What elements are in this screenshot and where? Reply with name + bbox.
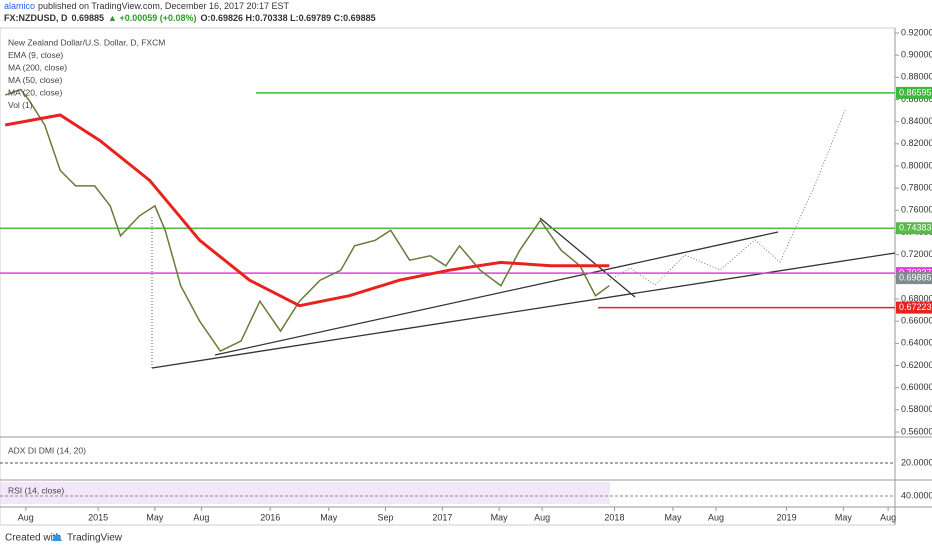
- panel-tick: 40.0000: [901, 490, 932, 500]
- y-tick-label: 0.68000: [901, 293, 932, 303]
- symbol: FX:NZDUSD, D: [4, 13, 68, 23]
- last: 0.69885: [72, 13, 105, 23]
- legend-entry: Vol (1): [8, 100, 33, 110]
- x-tick-label: Aug: [18, 512, 34, 522]
- y-tick-label: 0.76000: [901, 205, 932, 215]
- y-tick-label: 0.72000: [901, 249, 932, 259]
- y-tick-label: 0.78000: [901, 183, 932, 193]
- change: ▲ +0.00059 (+0.08%): [108, 13, 196, 23]
- legend-entry: MA (50, close): [8, 75, 62, 85]
- y-tick-label: 0.92000: [901, 27, 932, 37]
- y-tick-label: 0.60000: [901, 382, 932, 392]
- rsi-band: [0, 482, 610, 504]
- footer-created: Created with: [5, 533, 61, 544]
- level-tag: [896, 272, 932, 285]
- y-tick-label: 0.56000: [901, 426, 932, 436]
- legend-entry: New Zealand Dollar/U.S. Dollar, D, FXCM: [8, 37, 165, 47]
- y-tick-label: 0.64000: [901, 338, 932, 348]
- y-tick-label: 0.62000: [901, 360, 932, 370]
- legend-entry: MA (200, close): [8, 62, 67, 72]
- quote-line: FX:NZDUSD, D 0.69885 ▲ +0.00059 (+0.08%) O:…: [4, 13, 376, 23]
- x-tick-label: Aug: [534, 512, 550, 522]
- x-tick-label: Sep: [378, 512, 394, 522]
- level-label: 0.69885: [899, 272, 932, 282]
- x-tick-label: May: [320, 512, 338, 522]
- x-tick-label: Aug: [708, 512, 724, 522]
- x-tick-label: 2015: [88, 512, 108, 522]
- x-tick-label: May: [835, 512, 853, 522]
- level-label: 0.86595: [899, 87, 932, 97]
- x-tick-label: Aug: [193, 512, 209, 522]
- level-label: 0.74383: [899, 223, 932, 233]
- x-tick-label: May: [491, 512, 509, 522]
- level-tag: [896, 222, 932, 235]
- x-tick-label: 2017: [432, 512, 452, 522]
- x-tick-label: May: [146, 512, 164, 522]
- level-label: 0.67223: [899, 302, 932, 312]
- footer-brand: TradingView: [67, 533, 123, 544]
- y-tick-label: 0.84000: [901, 116, 932, 126]
- x-tick-label: May: [664, 512, 682, 522]
- legend-entry: MA (20, close): [8, 87, 62, 97]
- level-tag: [896, 86, 932, 99]
- ohlc: O:0.69826 H:0.70338 L:0.69789 C:0.69885: [201, 13, 376, 23]
- header-line: alamico published on TradingView.com, Dec…: [4, 1, 290, 11]
- published: published on TradingView.com, December 1…: [38, 1, 289, 11]
- y-tick-label: 0.58000: [901, 404, 932, 414]
- y-tick-label: 0.90000: [901, 50, 932, 60]
- y-tick-label: 0.82000: [901, 138, 932, 148]
- series-line: [4, 88, 610, 353]
- x-tick-label: 2019: [777, 512, 797, 522]
- panel-tick: 20.0000: [901, 457, 932, 467]
- trend-lines: [151, 215, 896, 369]
- panel-title: RSI (14, close): [8, 485, 64, 495]
- author: alamico: [4, 1, 35, 11]
- x-tick-label: 2016: [260, 512, 280, 522]
- legend-entry: EMA (9, close): [8, 50, 63, 60]
- series-line: [4, 113, 610, 308]
- panel-title: ADX DI DMI (14, 20): [8, 445, 86, 455]
- x-tick-label: Aug: [880, 512, 896, 522]
- level-tag: [896, 301, 932, 314]
- x-tick-label: 2018: [604, 512, 624, 522]
- y-tick-label: 0.88000: [901, 72, 932, 82]
- y-tick-label: 0.66000: [901, 316, 932, 326]
- y-tick-label: 0.80000: [901, 160, 932, 170]
- tv-logo: [52, 533, 62, 541]
